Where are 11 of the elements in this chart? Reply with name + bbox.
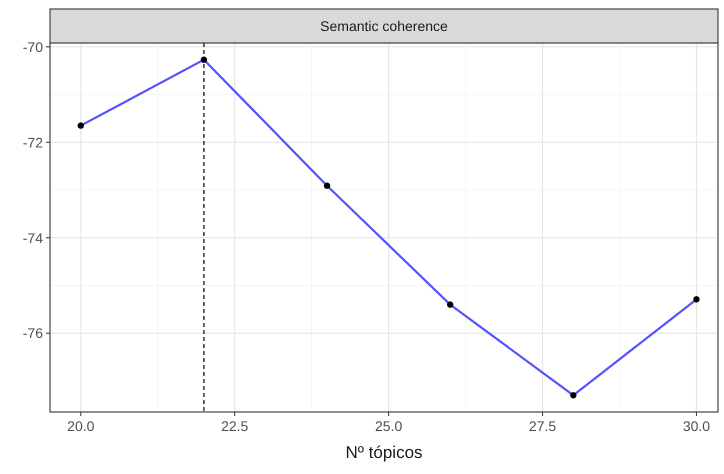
y-tick-label: -72 xyxy=(22,134,44,150)
x-tick-label: 27.5 xyxy=(528,418,556,434)
x-tick-label: 22.5 xyxy=(221,418,249,434)
x-tick-label: 20.0 xyxy=(67,418,95,434)
x-tick-label: 30.0 xyxy=(682,418,710,434)
x-tick-label: 25.0 xyxy=(374,418,402,434)
y-tick-label: -76 xyxy=(22,325,44,342)
x-axis-title: Nº tópicos xyxy=(345,443,423,462)
y-tick-label: -70 xyxy=(22,38,44,55)
chart-title: Semantic coherence xyxy=(320,18,448,34)
y-tick-label: -74 xyxy=(22,230,44,246)
